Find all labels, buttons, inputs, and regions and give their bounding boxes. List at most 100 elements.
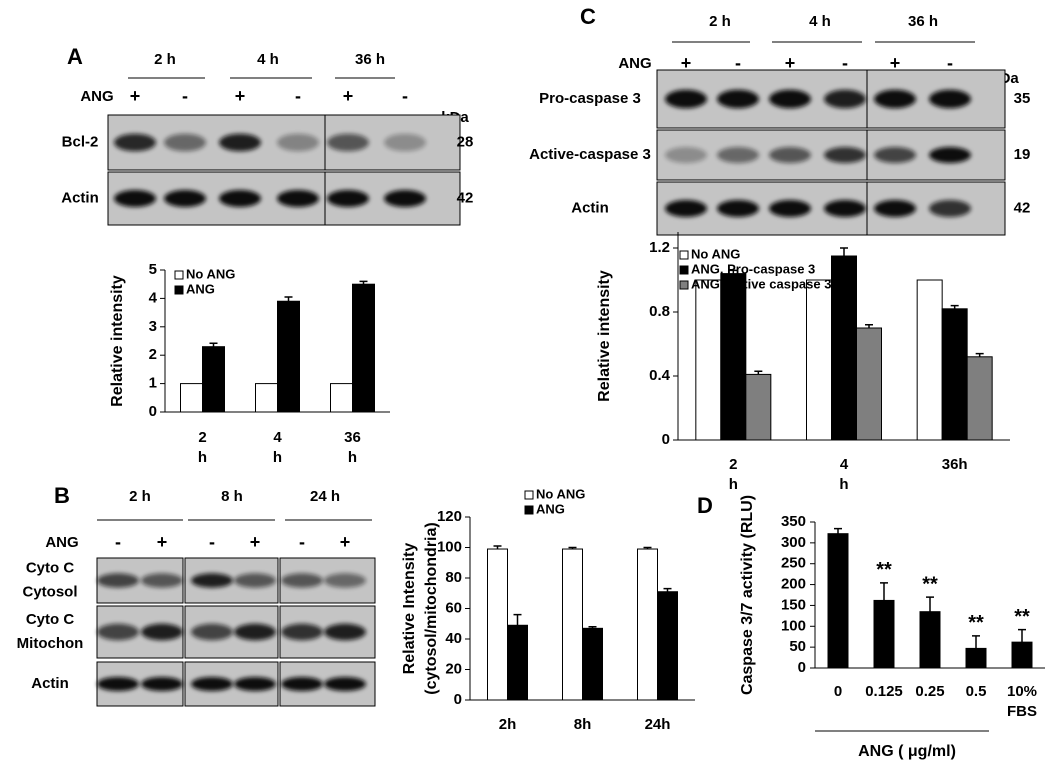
bar bbox=[582, 627, 603, 701]
blot-band bbox=[929, 200, 971, 217]
time-label: 36 h bbox=[908, 13, 938, 30]
y-tick-label: 60 bbox=[445, 599, 462, 616]
blot-band bbox=[164, 190, 206, 207]
treatment-sign: - bbox=[295, 86, 301, 106]
bar bbox=[180, 383, 203, 413]
treatment-sign: + bbox=[250, 532, 261, 552]
treatment-sign: + bbox=[157, 532, 168, 552]
time-label: 2 h bbox=[709, 13, 731, 30]
y-tick-label: 100 bbox=[781, 617, 806, 634]
time-label: 4 h bbox=[257, 51, 279, 68]
row-label: Cyto C bbox=[26, 611, 75, 628]
time-label: 24 h bbox=[310, 488, 340, 505]
error-bar bbox=[359, 280, 368, 285]
treatment-sign: + bbox=[235, 86, 246, 106]
blot-band bbox=[164, 133, 206, 152]
kda-value: 42 bbox=[1014, 199, 1031, 216]
y-tick-label: 0.4 bbox=[649, 367, 671, 384]
blot-band bbox=[824, 89, 866, 109]
error-bar bbox=[588, 626, 597, 629]
error-bar bbox=[643, 546, 652, 550]
bar bbox=[507, 624, 528, 701]
blot-band bbox=[874, 147, 916, 163]
kda-value: 35 bbox=[1014, 90, 1031, 107]
legend-swatch bbox=[174, 270, 184, 280]
error-bar bbox=[493, 545, 502, 550]
blot-band bbox=[665, 89, 707, 109]
time-label: 8 h bbox=[221, 488, 243, 505]
blot-band bbox=[324, 623, 366, 641]
treatment-sign: - bbox=[947, 53, 953, 73]
blot-band bbox=[874, 89, 916, 109]
blot-band bbox=[97, 623, 139, 641]
blot-band bbox=[717, 89, 759, 109]
blot-band bbox=[769, 200, 811, 217]
y-tick-label: 80 bbox=[445, 569, 462, 586]
x-tick-label: 8h bbox=[574, 716, 592, 733]
row-label: Actin bbox=[571, 199, 609, 216]
bar bbox=[806, 279, 832, 441]
y-axis-label: Caspase 3/7 activity (RLU) bbox=[739, 495, 756, 695]
x-tick-label: 0 bbox=[834, 683, 842, 700]
time-label: 2 h bbox=[129, 488, 151, 505]
error-bar bbox=[209, 342, 218, 347]
blot-band bbox=[234, 573, 276, 588]
significance-label: ** bbox=[876, 559, 892, 581]
blot-band bbox=[717, 147, 759, 163]
error-bar bbox=[975, 352, 984, 357]
blot-band bbox=[324, 676, 366, 692]
kda-value: 42 bbox=[457, 189, 474, 206]
treatment-sign: - bbox=[299, 532, 305, 552]
row-label: Actin bbox=[31, 675, 69, 692]
blot-band bbox=[219, 133, 261, 152]
row-label: Cyto C bbox=[26, 559, 75, 576]
blot-band bbox=[191, 676, 233, 692]
y-tick-label: 0 bbox=[662, 431, 670, 448]
y-axis-label: Relative intensity bbox=[596, 270, 613, 402]
bar bbox=[919, 611, 941, 669]
legend-label: No ANG bbox=[186, 266, 235, 281]
treatment-sign: - bbox=[115, 532, 121, 552]
blot-band bbox=[281, 676, 323, 692]
blot-band bbox=[191, 623, 233, 641]
treatment-sign: - bbox=[209, 532, 215, 552]
y-axis-label: (cytosol/mitochondria) bbox=[423, 522, 440, 694]
error-bar bbox=[950, 304, 959, 309]
blot-band bbox=[384, 133, 426, 152]
legend-label: No ANG bbox=[691, 246, 740, 261]
error-bar bbox=[729, 269, 738, 274]
blot-band bbox=[929, 89, 971, 109]
bar bbox=[831, 255, 857, 441]
panel-letter: C bbox=[580, 4, 596, 29]
error-bar bbox=[834, 527, 842, 534]
blot-band bbox=[141, 676, 183, 692]
bar bbox=[352, 283, 375, 413]
treatment-sign: + bbox=[681, 53, 692, 73]
y-axis-label: Relative intensity bbox=[109, 275, 126, 407]
bar bbox=[720, 273, 747, 441]
error-bar bbox=[880, 582, 888, 601]
blot-band bbox=[874, 200, 916, 217]
blot-band bbox=[234, 623, 276, 641]
y-tick-label: 4 bbox=[149, 289, 158, 306]
bar bbox=[637, 548, 658, 701]
y-tick-label: 3 bbox=[149, 318, 157, 335]
x-tick-label: 0.125 bbox=[865, 683, 903, 700]
error-bar bbox=[972, 635, 980, 649]
row-label: Pro-caspase 3 bbox=[539, 90, 641, 107]
y-tick-label: 40 bbox=[445, 630, 462, 647]
error-bar bbox=[663, 587, 672, 592]
error-bar bbox=[1018, 628, 1026, 643]
y-tick-label: 0 bbox=[149, 403, 157, 420]
bar bbox=[966, 356, 993, 441]
row-label: Actin bbox=[61, 189, 99, 206]
x-tick-label: 10% FBS bbox=[1007, 683, 1037, 720]
panel-letter: D bbox=[697, 493, 713, 518]
significance-label: ** bbox=[922, 573, 938, 595]
blot-band bbox=[219, 190, 261, 207]
y-tick-label: 0 bbox=[798, 659, 806, 676]
